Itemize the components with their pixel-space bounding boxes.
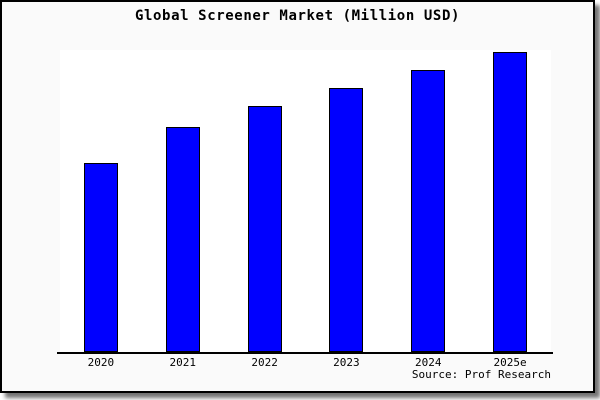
x-axis-line bbox=[57, 352, 553, 354]
x-tick-label-2020: 2020 bbox=[87, 356, 115, 369]
bar-2024 bbox=[411, 70, 446, 352]
x-tick-label-2024: 2024 bbox=[415, 356, 442, 369]
chart-frame: Global Screener Market (Million USD) 202… bbox=[0, 0, 595, 393]
x-axis-labels: 2020 2021 2022 2023 2024 2025e bbox=[60, 356, 551, 370]
bar-2021 bbox=[165, 127, 200, 352]
x-tick-label-2021: 2021 bbox=[169, 356, 197, 369]
x-tick-label-2023: 2023 bbox=[333, 356, 360, 369]
x-tick-label-2025e: 2025e bbox=[493, 356, 527, 369]
source-note: Source: Prof Research bbox=[411, 368, 551, 381]
bar-2020 bbox=[83, 163, 118, 352]
bar-2025e bbox=[493, 52, 528, 352]
chart-title: Global Screener Market (Million USD) bbox=[134, 8, 461, 24]
bar-2022 bbox=[247, 106, 282, 352]
x-tick-label-2022: 2022 bbox=[251, 356, 278, 369]
bar-2023 bbox=[329, 88, 364, 352]
plot-area bbox=[60, 50, 551, 352]
